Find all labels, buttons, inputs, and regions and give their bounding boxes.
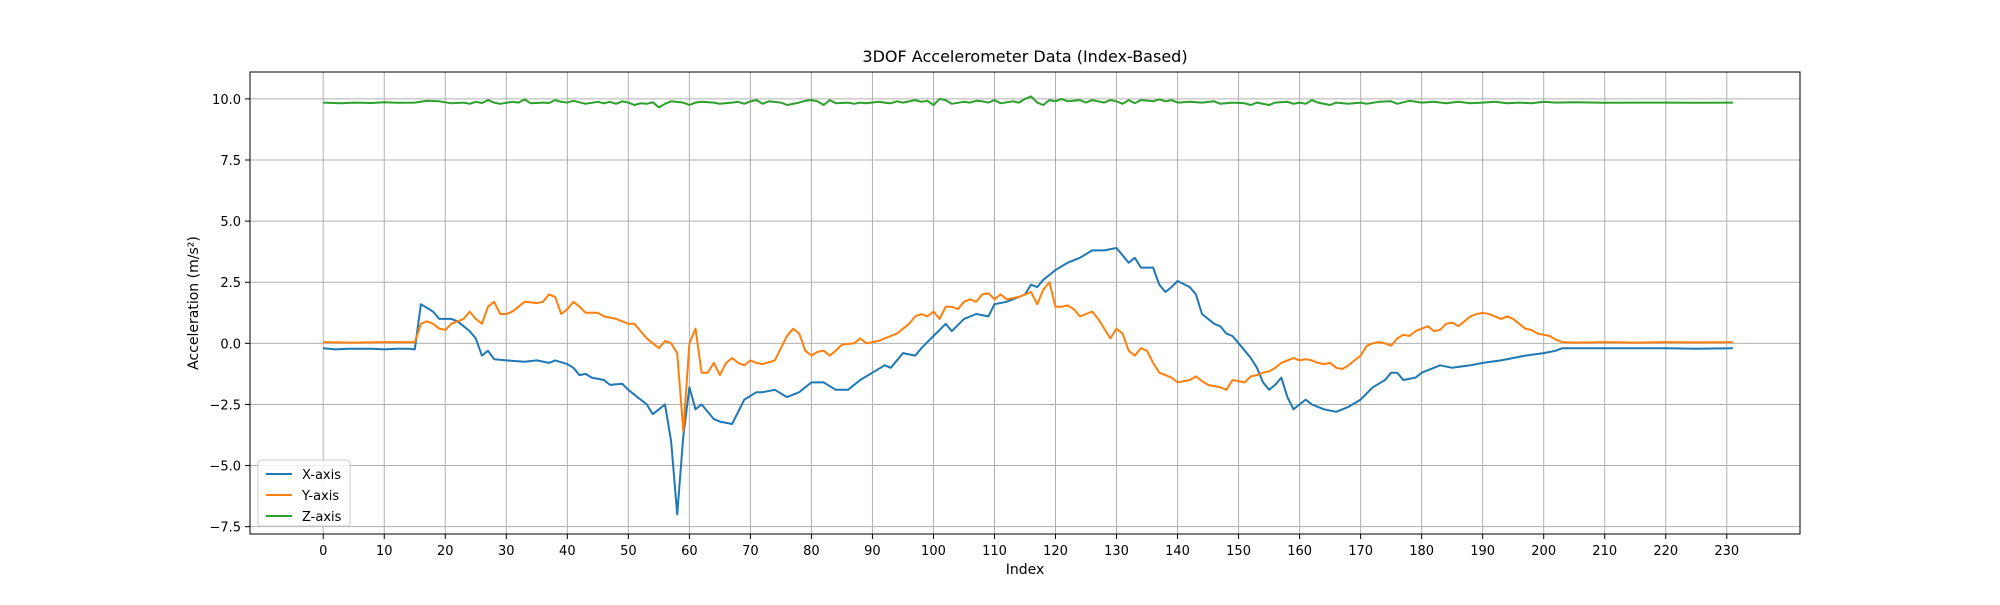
series-line-x-axis: [323, 247, 1733, 516]
grid-lines: [250, 72, 1800, 534]
y-axis-label: Acceleration (m/s²): [186, 236, 202, 370]
x-tick-label: 130: [1104, 544, 1129, 559]
x-tick-label: 150: [1226, 544, 1251, 559]
x-tick-label: 80: [803, 544, 820, 559]
x-tick-label: 140: [1165, 544, 1190, 559]
x-tick-label: 90: [864, 544, 881, 559]
y-tick-label: 2.5: [220, 276, 241, 291]
y-axis-ticks: −7.5 −5.0 −2.5 0.0 2.5 5.0 7.5 10.0: [209, 93, 250, 536]
y-tick-label: −5.0: [209, 460, 241, 475]
x-tick-label: 220: [1653, 544, 1678, 559]
x-tick-label: 20: [437, 544, 454, 559]
x-tick-label: 160: [1287, 544, 1312, 559]
legend-label-y-axis: Y-axis: [301, 489, 339, 504]
x-tick-label: 100: [921, 544, 946, 559]
x-tick-label: 70: [742, 544, 759, 559]
x-tick-label: 200: [1531, 544, 1556, 559]
series-lines: [323, 95, 1733, 516]
x-tick-label: 190: [1470, 544, 1495, 559]
x-tick-label: 40: [559, 544, 576, 559]
legend-label-x-axis: X-axis: [302, 468, 341, 483]
x-tick-label: 50: [620, 544, 637, 559]
chart-title: 3DOF Accelerometer Data (Index-Based): [862, 47, 1187, 66]
y-tick-label: 10.0: [212, 93, 241, 108]
y-tick-label: 0.0: [220, 337, 241, 352]
x-tick-label: 210: [1592, 544, 1617, 559]
series-line-z-axis: [323, 95, 1733, 109]
y-tick-label: −7.5: [209, 521, 241, 536]
y-tick-label: −2.5: [209, 398, 241, 413]
x-tick-label: 110: [982, 544, 1007, 559]
x-tick-label: 60: [681, 544, 698, 559]
x-tick-label: 180: [1409, 544, 1434, 559]
y-tick-label: 7.5: [220, 154, 241, 169]
series-line-y-axis: [323, 281, 1733, 433]
plot-frame: [249, 71, 1801, 535]
legend-label-z-axis: Z-axis: [302, 510, 342, 525]
legend-box: [257, 459, 351, 527]
x-tick-label: 230: [1714, 544, 1739, 559]
x-tick-label: 0: [319, 544, 327, 559]
x-tick-label: 170: [1348, 544, 1373, 559]
x-tick-label: 10: [376, 544, 393, 559]
x-axis-label: Index: [1006, 562, 1045, 578]
legend: X-axis Y-axis Z-axis: [257, 459, 351, 527]
x-tick-label: 30: [498, 544, 515, 559]
x-axis-ticks: 0 10 20 30 40 50 60 70 80 90 100 110 120 130 140 150 160…: [319, 534, 1739, 559]
x-tick-label: 120: [1043, 544, 1068, 559]
y-tick-label: 5.0: [220, 215, 241, 230]
